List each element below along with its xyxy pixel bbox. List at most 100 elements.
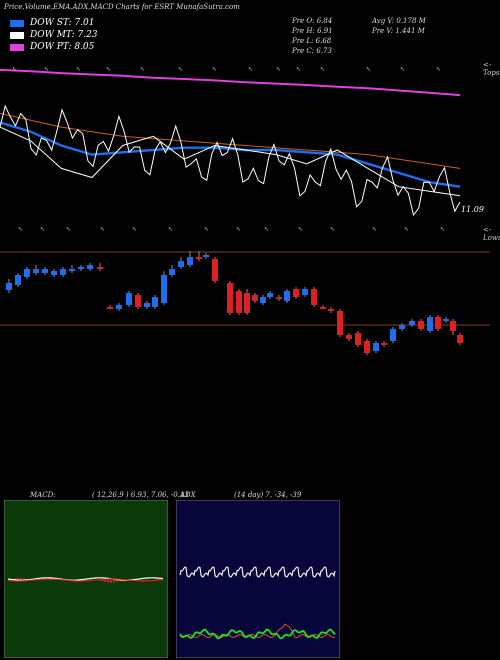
candle-body	[227, 283, 233, 313]
candle-body	[418, 321, 424, 329]
close-price-line	[0, 104, 461, 217]
legend-dow-st-label: DOW ST: 7.01	[30, 18, 95, 28]
candle-body	[337, 311, 343, 335]
macd-histogram-bar	[92, 579, 94, 581]
candle-body	[42, 269, 48, 273]
macd-histogram-bar	[137, 579, 139, 581]
candle-body	[161, 275, 167, 303]
stat-prev-volume: Pre V: 1.441 M	[372, 27, 425, 35]
adx-params: (14 day) 7, -34, -39	[234, 491, 302, 499]
macd-histogram-bar	[107, 580, 109, 583]
low-marker: ↖	[18, 226, 23, 233]
macd-histogram-bar	[83, 580, 85, 581]
candle-body	[355, 333, 361, 345]
legend-dow-pt: DOW PT: 8.05	[10, 42, 94, 52]
candle-body	[152, 297, 158, 307]
top-marker: ↖	[366, 66, 371, 73]
low-marker: ↖	[298, 226, 303, 233]
macd-histogram-bar	[128, 578, 130, 580]
candle-body	[135, 295, 141, 307]
candle-body	[116, 305, 122, 309]
stat-prev-low: Pre L: 6.68	[292, 37, 332, 45]
candle-body	[178, 261, 184, 267]
low-marker: ↖	[440, 226, 445, 233]
macd-histogram-bar	[101, 580, 103, 582]
candle-body	[187, 257, 193, 265]
candle-body	[302, 289, 308, 295]
candle-body	[169, 269, 175, 275]
macd-histogram-bar	[86, 579, 88, 581]
low-marker: ↖	[100, 226, 105, 233]
top-marker: ↖	[320, 66, 325, 73]
candle-body	[252, 295, 258, 301]
candle-body	[244, 293, 250, 313]
candle-body	[6, 283, 12, 290]
ema-chart: ↖ ↖ ↖ ↖ ↖ ↖ ↖ ↖ ↖ ↖ ↖ ↖ ↖ ↖ ↖ ↖ ↖ ↖ ↖ ↖ ↖ ↖ ↖ ↖ ↖ ↖ ↖ ↖	[0, 66, 461, 233]
top-marker: ↖	[12, 66, 17, 73]
macd-histogram-bar	[98, 580, 100, 581]
candle-body	[435, 317, 441, 329]
candle-body	[51, 271, 57, 275]
macd-histogram-bar	[89, 579, 91, 581]
candle-body	[267, 293, 273, 297]
macd-histogram-bar	[14, 578, 16, 580]
ema-line-pt	[0, 68, 461, 97]
candle-body	[212, 259, 218, 281]
macd-title: MACD:	[30, 491, 56, 499]
low-marker: ↖	[40, 226, 45, 233]
legend-dow-st: DOW ST: 7.01	[10, 18, 95, 28]
low-marker: ↖	[204, 226, 209, 233]
tops-label: <-Tops	[483, 61, 500, 77]
legend-dow-mt-swatch	[10, 31, 24, 39]
candle-body	[276, 297, 282, 299]
candle-body	[328, 309, 334, 311]
lows-label: <-Lows	[483, 226, 500, 242]
top-marker: ↖	[248, 66, 253, 73]
candle-body	[399, 325, 405, 329]
ema-line-long	[0, 112, 461, 169]
low-marker: ↖	[404, 226, 409, 233]
candle-body	[364, 341, 370, 353]
legend-dow-mt-label: DOW MT: 7.23	[30, 30, 98, 40]
ema-line-mt	[0, 126, 461, 197]
chart-header: Price,Volume,EMA,ADX,MACD Charts for ESR…	[4, 3, 240, 11]
macd-histogram-bar	[113, 580, 115, 583]
macd-histogram-bar	[155, 579, 157, 580]
low-marker: ↖	[264, 226, 269, 233]
candle-body	[390, 329, 396, 341]
legend-dow-pt-label: DOW PT: 8.05	[30, 42, 95, 52]
candle-body	[107, 307, 113, 309]
candle-body	[443, 319, 449, 321]
low-marker: ↖	[66, 226, 71, 233]
candle-body	[203, 255, 209, 257]
macd-histogram-bar	[20, 577, 22, 580]
candle-body	[427, 317, 433, 331]
adx-line	[179, 566, 336, 578]
candle-body	[346, 335, 352, 339]
top-marker: ↖	[44, 66, 49, 73]
candle-body	[15, 275, 21, 285]
candle-body	[320, 307, 326, 309]
legend-dow-pt-swatch	[10, 43, 24, 51]
stat-prev-close: Pre C: 6.73	[292, 47, 332, 55]
macd-histogram-bar	[116, 580, 118, 582]
top-marker: ↖	[400, 66, 405, 73]
candle-body	[450, 321, 456, 331]
adx-panel	[176, 500, 340, 658]
ema-line-st	[0, 121, 461, 188]
candle-body	[196, 257, 202, 259]
candle-body	[97, 267, 103, 269]
macd-histogram-bar	[41, 579, 43, 581]
top-marker: ↖	[106, 66, 111, 73]
candle-body	[24, 269, 30, 277]
candle-body	[60, 269, 66, 275]
stat-prev-open: Pre O: 6.84	[292, 17, 333, 25]
legend-dow-mt: DOW MT: 7.23	[10, 30, 98, 40]
macd-params: ( 12,26,9 ) 6.93, 7.06, -0.13	[92, 491, 189, 499]
low-marker: ↖	[330, 226, 335, 233]
candle-body	[457, 335, 463, 343]
top-marker: ↖	[212, 66, 217, 73]
macd-panel	[4, 500, 168, 658]
adx-title: ADX	[180, 491, 196, 499]
macd-line	[7, 577, 164, 581]
